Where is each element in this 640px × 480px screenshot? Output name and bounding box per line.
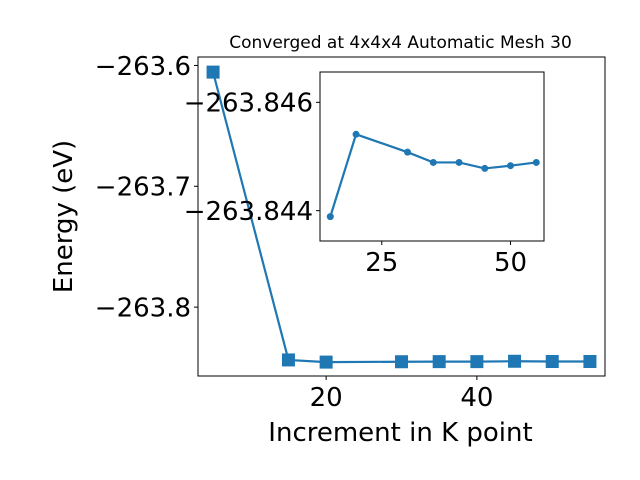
- inset-chart: 25 50 −263.846 −263.844: [184, 71, 545, 278]
- inset-data-point: [481, 164, 489, 172]
- main-chart-title: Converged at 4x4x4 Automatic Mesh 30: [229, 33, 572, 53]
- inset-data-point: [352, 130, 360, 138]
- inset-x-ticks: 25 50: [365, 241, 527, 278]
- inset-y-tick-label: −263.844: [184, 197, 313, 227]
- main-data-point: [470, 355, 484, 369]
- inset-series-line: [329, 132, 537, 217]
- inset-data-point: [404, 148, 412, 156]
- main-y-tick-label: −263.7: [95, 173, 191, 203]
- main-x-tick-label: 20: [310, 383, 343, 413]
- x-axis-label: Increment in K point: [268, 418, 532, 448]
- main-data-point: [508, 354, 522, 368]
- main-chart: Converged at 4x4x4 Automatic Mesh 30 20 4…: [49, 33, 606, 448]
- main-data-point: [319, 355, 333, 369]
- main-y-tick-label: −263.6: [95, 52, 191, 82]
- main-data-point: [545, 355, 559, 368]
- inset-y-ticks: −263.846 −263.844: [184, 89, 320, 227]
- main-plot-area: [206, 65, 597, 369]
- inset-data-point: [507, 162, 515, 170]
- main-y-ticks: −263.6 −263.7 −263.8: [95, 52, 198, 323]
- inset-x-tick-label: 25: [365, 248, 398, 278]
- main-y-tick-label: −263.8: [95, 293, 191, 323]
- main-data-point: [206, 65, 220, 79]
- main-data-point: [395, 355, 408, 369]
- y-axis-label: Energy (eV): [49, 140, 79, 293]
- inset-x-tick-label: 50: [494, 248, 527, 278]
- inset-y-tick-label: −263.846: [184, 89, 313, 119]
- main-data-point: [432, 355, 446, 369]
- main-x-ticks: 20 40: [310, 376, 493, 413]
- inset-background: [320, 72, 544, 241]
- main-x-tick-label: 40: [460, 383, 493, 413]
- main-data-point: [583, 355, 597, 368]
- main-data-point: [281, 353, 295, 367]
- inset-axes-frame: [319, 71, 545, 242]
- inset-data-point: [455, 158, 463, 166]
- inset-plot-area: [326, 130, 540, 221]
- inset-data-point: [326, 213, 334, 221]
- inset-data-point: [429, 158, 437, 166]
- main-axes-frame: [197, 56, 606, 377]
- inset-data-point: [532, 158, 540, 166]
